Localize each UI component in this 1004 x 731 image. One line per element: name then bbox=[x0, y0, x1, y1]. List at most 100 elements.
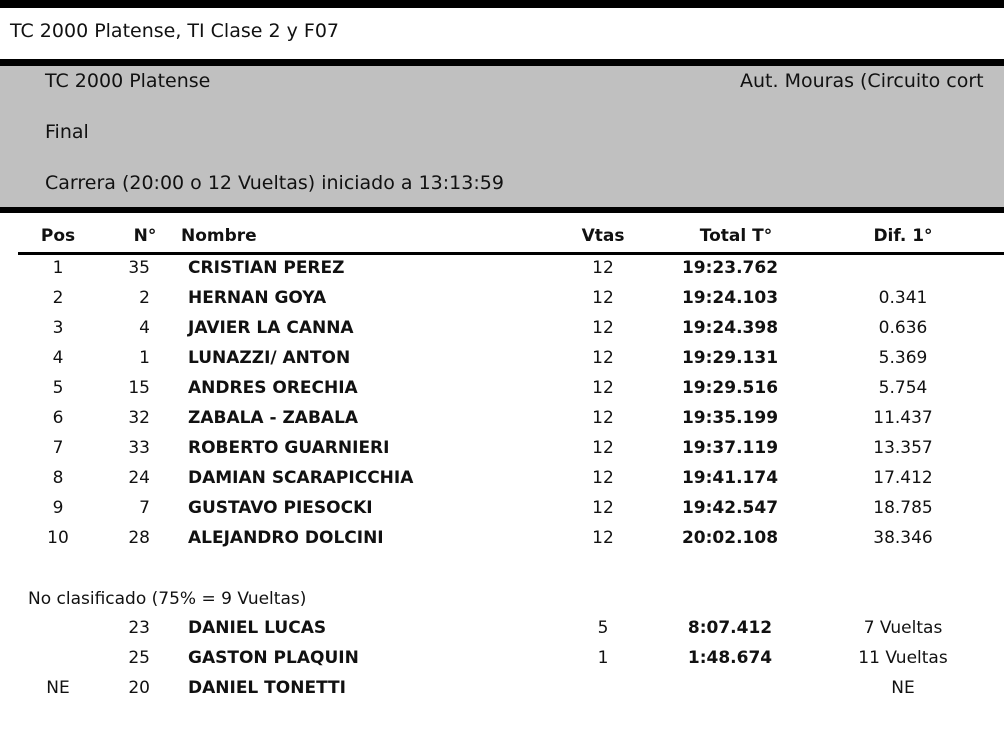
laps: 12 bbox=[592, 348, 614, 368]
header-top-rule bbox=[0, 59, 1004, 66]
car-number: 4 bbox=[139, 318, 150, 338]
driver-name: DANIEL LUCAS bbox=[188, 618, 327, 638]
session-name: Final bbox=[45, 121, 89, 143]
driver-name: LUNAZZI/ ANTON bbox=[188, 348, 351, 368]
col-number: N° bbox=[133, 226, 157, 246]
position: 8 bbox=[52, 468, 64, 488]
table-row: 2 2 HERNAN GOYA 12 19:24.103 0.341 bbox=[0, 288, 1004, 318]
position: NE bbox=[46, 678, 70, 698]
not-classified-label: No clasificado (75% = 9 Vueltas) bbox=[28, 589, 307, 609]
car-number: 2 bbox=[139, 288, 150, 308]
position: 3 bbox=[52, 318, 64, 338]
laps: 1 bbox=[597, 648, 609, 668]
total-time: 19:42.547 bbox=[681, 498, 779, 518]
table-row: 1 35 CRISTIAN PEREZ 12 19:23.762 bbox=[0, 258, 1004, 288]
driver-name: ZABALA - ZABALA bbox=[188, 408, 359, 428]
category-name: TC 2000 Platense bbox=[45, 70, 211, 92]
position: 10 bbox=[47, 528, 69, 548]
gap-to-leader: 11 Vueltas bbox=[858, 648, 948, 668]
car-number: 7 bbox=[139, 498, 150, 518]
table-row: 3 4 JAVIER LA CANNA 12 19:24.398 0.636 bbox=[0, 318, 1004, 348]
gap-to-leader: 38.346 bbox=[873, 528, 933, 548]
laps: 12 bbox=[592, 438, 614, 458]
total-time: 19:24.103 bbox=[681, 288, 779, 308]
gap-to-leader: 5.369 bbox=[878, 348, 928, 368]
laps: 12 bbox=[592, 378, 614, 398]
race-info: Carrera (20:00 o 12 Vueltas) iniciado a … bbox=[45, 172, 504, 194]
car-number: 15 bbox=[128, 378, 150, 398]
gap-to-leader: 0.341 bbox=[878, 288, 928, 308]
table-row: 25 GASTON PLAQUIN 1 1:48.674 11 Vueltas bbox=[0, 648, 1004, 678]
total-time: 19:23.762 bbox=[681, 258, 779, 278]
table-row: 23 DANIEL LUCAS 5 8:07.412 7 Vueltas bbox=[0, 618, 1004, 648]
gap-to-leader: 18.785 bbox=[873, 498, 933, 518]
laps: 12 bbox=[592, 498, 614, 518]
car-number: 24 bbox=[128, 468, 150, 488]
car-number: 1 bbox=[139, 348, 150, 368]
gap-to-leader: 5.754 bbox=[878, 378, 928, 398]
total-time: 19:29.516 bbox=[681, 378, 779, 398]
total-time: 19:41.174 bbox=[681, 468, 779, 488]
table-header-rule bbox=[18, 252, 1004, 255]
driver-name: JAVIER LA CANNA bbox=[188, 318, 354, 338]
laps: 12 bbox=[592, 258, 614, 278]
gap-to-leader: 17.412 bbox=[873, 468, 933, 488]
gap-to-leader: 0.636 bbox=[878, 318, 928, 338]
top-rule bbox=[0, 0, 1004, 8]
car-number: 33 bbox=[128, 438, 150, 458]
gap-to-leader: NE bbox=[891, 678, 915, 698]
table-row: 8 24 DAMIAN SCARAPICCHIA 12 19:41.174 17.412 bbox=[0, 468, 1004, 498]
car-number: 25 bbox=[128, 648, 150, 668]
driver-name: ROBERTO GUARNIERI bbox=[188, 438, 390, 458]
position: 5 bbox=[52, 378, 64, 398]
col-total-time: Total T° bbox=[699, 226, 773, 246]
driver-name: DANIEL TONETTI bbox=[188, 678, 346, 698]
driver-name: ANDRES ORECHIA bbox=[188, 378, 358, 398]
laps: 12 bbox=[592, 468, 614, 488]
table-row: 4 1 LUNAZZI/ ANTON 12 19:29.131 5.369 bbox=[0, 348, 1004, 378]
laps: 5 bbox=[597, 618, 609, 638]
total-time: 19:29.131 bbox=[681, 348, 779, 368]
total-time: 1:48.674 bbox=[687, 648, 773, 668]
col-laps: Vtas bbox=[581, 226, 625, 246]
laps: 12 bbox=[592, 528, 614, 548]
driver-name: HERNAN GOYA bbox=[188, 288, 327, 308]
car-number: 32 bbox=[128, 408, 150, 428]
table-row: 10 28 ALEJANDRO DOLCINI 12 20:02.108 38.346 bbox=[0, 528, 1004, 558]
position: 6 bbox=[52, 408, 64, 428]
driver-name: ALEJANDRO DOLCINI bbox=[188, 528, 384, 548]
position: 9 bbox=[52, 498, 64, 518]
position: 2 bbox=[52, 288, 64, 308]
position: 1 bbox=[52, 258, 64, 278]
gap-to-leader: 11.437 bbox=[873, 408, 933, 428]
race-header-box: TC 2000 Platense Aut. Mouras (Circuito c… bbox=[0, 66, 1004, 208]
laps: 12 bbox=[592, 318, 614, 338]
driver-name: DAMIAN SCARAPICCHIA bbox=[188, 468, 414, 488]
header-bottom-rule bbox=[0, 207, 1004, 213]
driver-name: CRISTIAN PEREZ bbox=[188, 258, 345, 278]
gap-to-leader: 7 Vueltas bbox=[863, 618, 943, 638]
table-row: 7 33 ROBERTO GUARNIERI 12 19:37.119 13.357 bbox=[0, 438, 1004, 468]
table-row: NE 20 DANIEL TONETTI NE bbox=[0, 678, 1004, 708]
total-time: 19:37.119 bbox=[681, 438, 779, 458]
position: 4 bbox=[52, 348, 64, 368]
car-number: 23 bbox=[128, 618, 150, 638]
gap-to-leader: 13.357 bbox=[873, 438, 933, 458]
col-name: Nombre bbox=[181, 226, 257, 246]
driver-name: GASTON PLAQUIN bbox=[188, 648, 359, 668]
document-title: TC 2000 Platense, TI Clase 2 y F07 bbox=[10, 20, 340, 42]
car-number: 20 bbox=[128, 678, 150, 698]
car-number: 28 bbox=[128, 528, 150, 548]
total-time: 8:07.412 bbox=[687, 618, 773, 638]
total-time: 20:02.108 bbox=[681, 528, 779, 548]
table-row: 6 32 ZABALA - ZABALA 12 19:35.199 11.437 bbox=[0, 408, 1004, 438]
laps: 12 bbox=[592, 288, 614, 308]
circuit-name: Aut. Mouras (Circuito cort bbox=[740, 70, 984, 92]
driver-name: GUSTAVO PIESOCKI bbox=[188, 498, 373, 518]
total-time: 19:24.398 bbox=[681, 318, 779, 338]
laps: 12 bbox=[592, 408, 614, 428]
car-number: 35 bbox=[128, 258, 150, 278]
col-diff: Dif. 1° bbox=[873, 226, 933, 246]
table-row: 9 7 GUSTAVO PIESOCKI 12 19:42.547 18.785 bbox=[0, 498, 1004, 528]
col-pos: Pos bbox=[40, 226, 76, 246]
